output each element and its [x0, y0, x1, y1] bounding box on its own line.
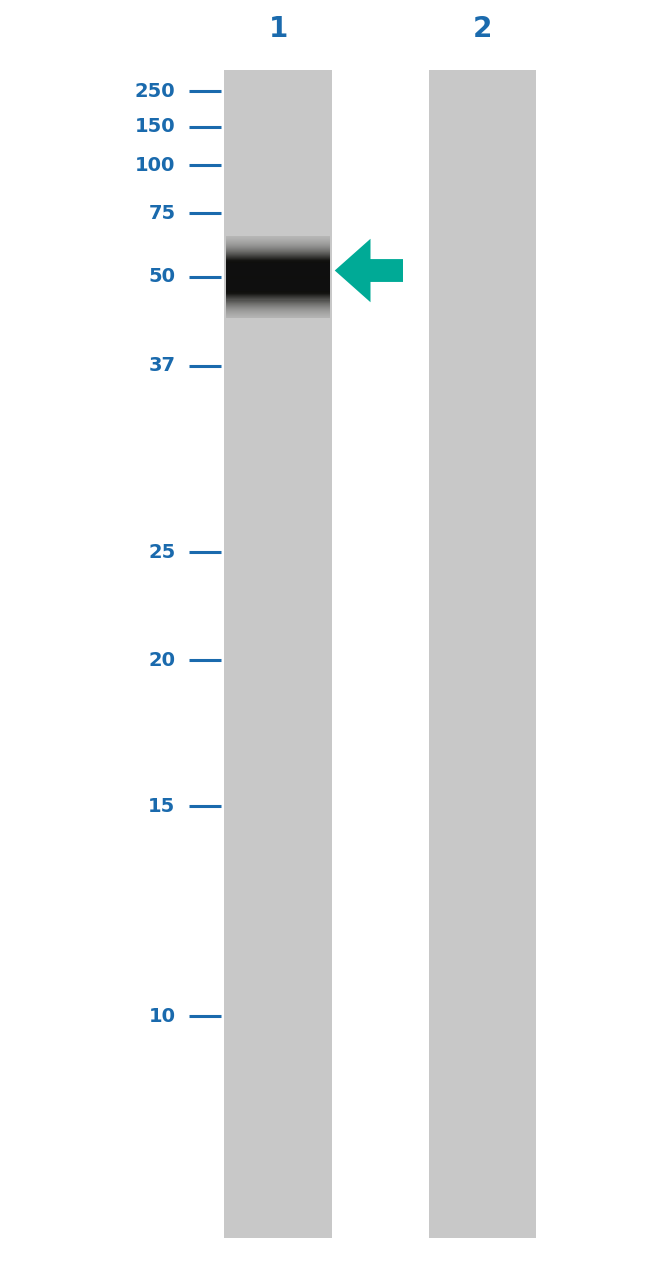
Bar	[224, 70, 332, 1238]
FancyArrow shape	[335, 239, 403, 302]
Text: 150: 150	[135, 118, 176, 136]
Text: 2: 2	[473, 15, 492, 43]
Text: 50: 50	[148, 268, 176, 286]
Text: 15: 15	[148, 798, 176, 815]
Text: 75: 75	[148, 204, 176, 222]
Text: 20: 20	[148, 652, 176, 669]
Text: 37: 37	[148, 357, 176, 375]
Text: 25: 25	[148, 544, 176, 561]
Text: 1: 1	[268, 15, 288, 43]
Bar	[429, 70, 536, 1238]
Text: 100: 100	[135, 156, 176, 174]
Text: 250: 250	[135, 83, 176, 100]
Text: 10: 10	[148, 1007, 176, 1025]
